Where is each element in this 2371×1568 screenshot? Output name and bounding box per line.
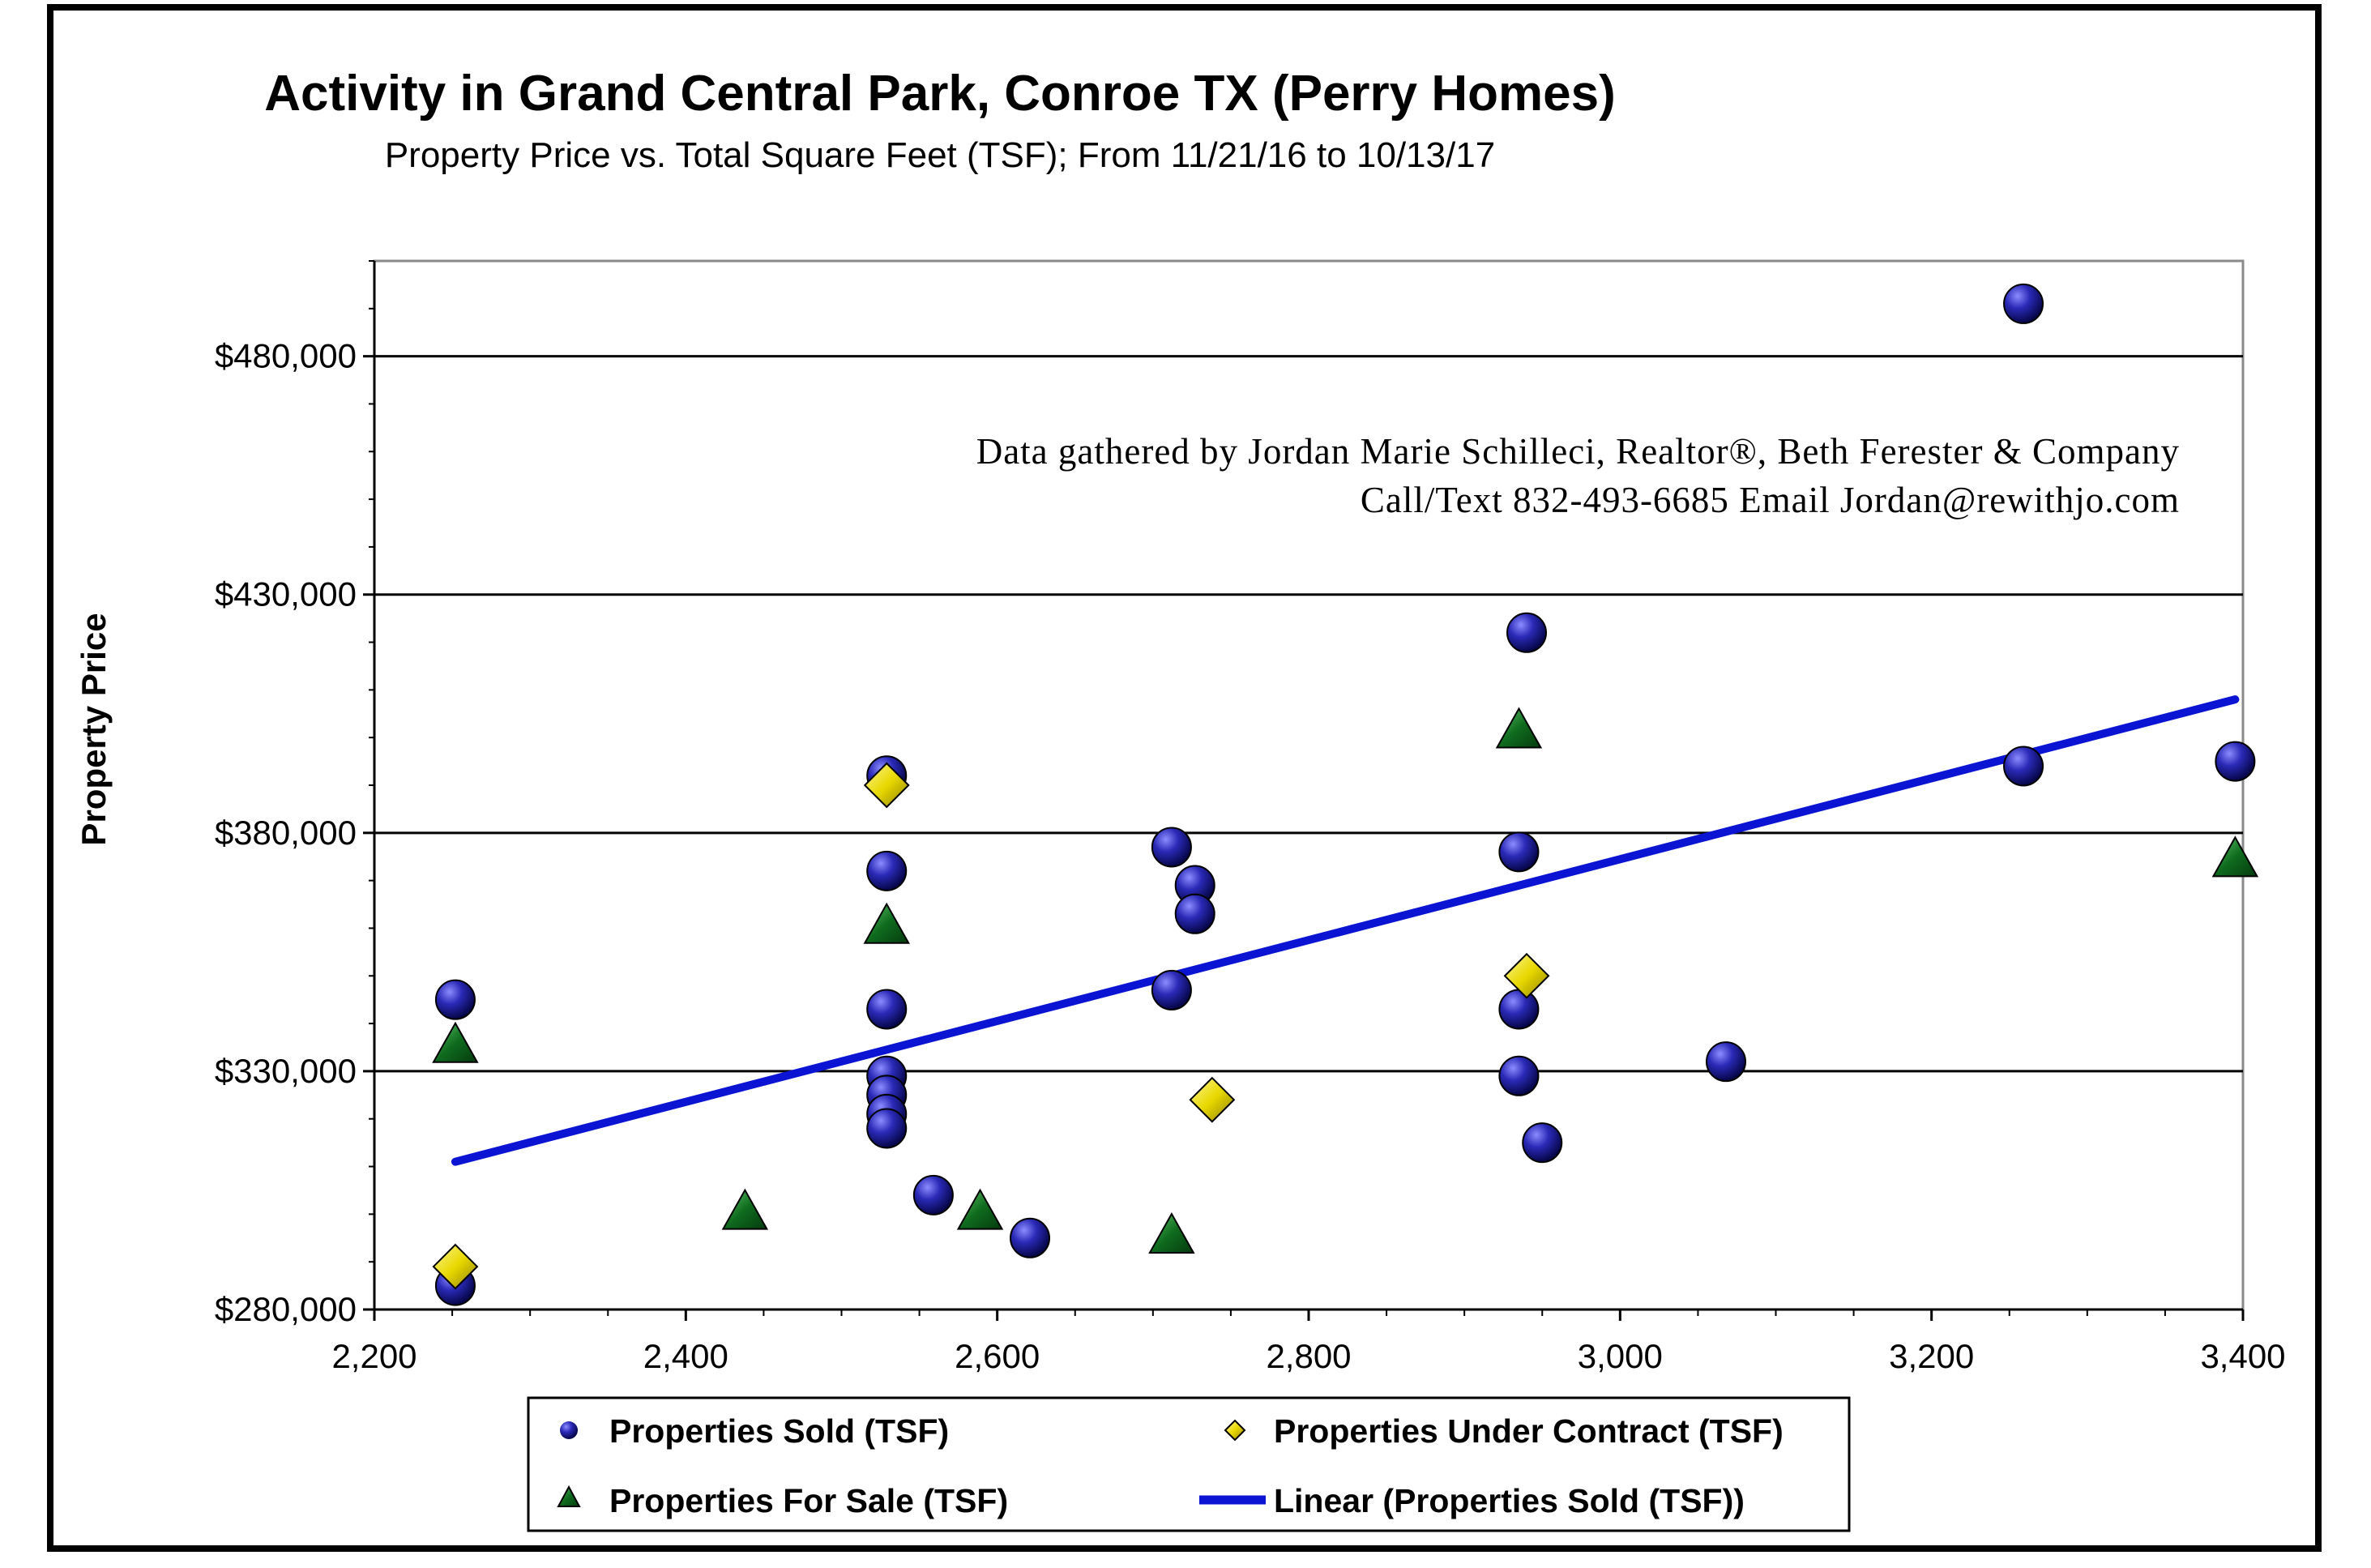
legend-box	[527, 1396, 1851, 1532]
x-tick-label: 3,200	[1889, 1337, 1974, 1375]
y-axis-label: Property Price	[75, 613, 113, 845]
point-sold	[866, 1108, 908, 1149]
chart-subtitle: Property Price vs. Total Square Feet (TS…	[385, 135, 1495, 175]
credit-line-1: Data gathered by Jordan Marie Schilleci,…	[976, 431, 2180, 472]
plot-area	[373, 259, 2245, 1311]
point-sold	[1498, 989, 1540, 1030]
data-points	[432, 283, 2259, 1306]
trendline	[451, 695, 2240, 1166]
point-sold	[1151, 827, 1192, 868]
point-sold	[866, 850, 908, 891]
y-tick-label: $380,000	[215, 814, 357, 852]
x-tick-label: 2,600	[955, 1337, 1040, 1375]
point-for-sale	[2211, 835, 2259, 878]
legend-swatch-sold	[560, 1421, 578, 1439]
legend-swatch-sale	[557, 1485, 581, 1507]
point-sold	[1151, 969, 1192, 1010]
point-sold	[2003, 746, 2044, 787]
point-sold	[434, 979, 476, 1020]
point-under-contract	[863, 762, 910, 809]
x-tick-label: 2,400	[643, 1337, 728, 1375]
x-tick-label: 3,000	[1578, 1337, 1663, 1375]
point-sold	[866, 989, 908, 1030]
x-tick-label: 2,800	[1266, 1337, 1351, 1375]
point-sold	[1506, 612, 1548, 653]
point-sold	[1010, 1217, 1051, 1258]
point-sold	[1498, 1055, 1540, 1096]
legend-label-sold: Properties Sold (TSF)	[609, 1412, 949, 1450]
point-sold	[2215, 741, 2256, 782]
legend-label-trend: Linear (Properties Sold (TSF))	[1274, 1482, 1745, 1519]
legend-swatch-contract	[1224, 1419, 1246, 1442]
x-tick-label: 3,400	[2200, 1337, 2285, 1375]
point-sold	[2003, 283, 2044, 324]
trendline-group	[451, 695, 2240, 1166]
axes	[373, 261, 2243, 1311]
legend-label-sale: Properties For Sale (TSF)	[609, 1482, 1008, 1519]
point-sold	[912, 1174, 954, 1216]
x-ticks: 2,200 2,400 2,600 2,800 3,000 3,200 3,400	[331, 1310, 2286, 1375]
y-tick-label: $430,000	[215, 575, 357, 613]
point-under-contract	[1503, 952, 1550, 999]
credit-line-2: Call/Text 832-493-6685 Email Jordan@rewi…	[1361, 480, 2180, 520]
chart-title: Activity in Grand Central Park, Conroe T…	[264, 66, 1616, 122]
point-sold	[1522, 1122, 1563, 1164]
point-for-sale	[432, 1021, 479, 1063]
point-for-sale	[1495, 707, 1543, 749]
point-for-sale	[956, 1188, 1004, 1230]
point-under-contract	[1189, 1076, 1236, 1123]
legend-label-contract: Properties Under Contract (TSF)	[1274, 1412, 1784, 1450]
y-tick-label: $480,000	[215, 337, 357, 375]
point-sold	[1706, 1041, 1747, 1083]
point-for-sale	[721, 1188, 769, 1230]
y-ticks: $280,000 $330,000 $380,000 $430,000 $480,000	[215, 260, 374, 1328]
y-tick-label: $330,000	[215, 1052, 357, 1090]
legend: Properties Sold (TSF) Properties Under C…	[527, 1396, 1851, 1532]
x-tick-label: 2,200	[331, 1337, 417, 1375]
point-sold	[1498, 831, 1540, 873]
point-sold	[1174, 893, 1215, 934]
point-for-sale	[1148, 1211, 1195, 1254]
point-under-contract	[432, 1243, 479, 1290]
y-tick-label: $280,000	[215, 1290, 357, 1328]
gridlines	[374, 355, 2243, 1073]
point-for-sale	[863, 902, 910, 944]
